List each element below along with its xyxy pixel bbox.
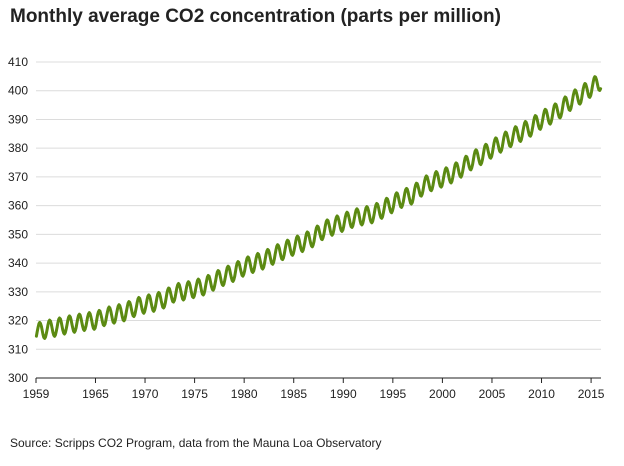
y-tick-label-350: 350: [8, 227, 28, 241]
source-note: Source: Scripps CO2 Program, data from t…: [10, 436, 382, 450]
y-tick-label-340: 340: [8, 256, 28, 270]
x-tick-label-1995: 1995: [379, 387, 406, 401]
y-tick-label-410: 410: [8, 55, 28, 69]
y-tick-label-390: 390: [8, 112, 28, 126]
y-tick-label-320: 320: [8, 314, 28, 328]
x-tick-label-1975: 1975: [181, 387, 208, 401]
x-tick-label-2010: 2010: [528, 387, 555, 401]
x-tick-label-2015: 2015: [578, 387, 605, 401]
y-tick-label-310: 310: [8, 342, 28, 356]
series-layer: [34, 75, 603, 340]
chart-title: Monthly average CO2 concentration (parts…: [10, 6, 501, 27]
y-tick-label-360: 360: [8, 199, 28, 213]
x-tick-label-1959: 1959: [23, 387, 50, 401]
y-tick-label-370: 370: [8, 170, 28, 184]
y-tick-labels: 300 310 320 330 340 350 360 370 380 390 400 410: [8, 55, 28, 385]
x-tick-label-1990: 1990: [330, 387, 357, 401]
y-tick-label-380: 380: [8, 141, 28, 155]
x-tick-label-2000: 2000: [429, 387, 456, 401]
x-tick-label-1980: 1980: [231, 387, 258, 401]
y-tick-label-330: 330: [8, 285, 28, 299]
y-tick-label-400: 400: [8, 84, 28, 98]
x-tick-label-1970: 1970: [132, 387, 159, 401]
x-axis: [35, 377, 601, 383]
co2-series-line: [34, 75, 603, 340]
x-tick-label-1985: 1985: [280, 387, 307, 401]
x-tick-labels: 1959 1965 1970 1975 1980 1985 1990 1995 2000 2005…: [23, 387, 605, 401]
gridlines: [36, 61, 601, 350]
x-tick-label-2005: 2005: [479, 387, 506, 401]
x-tick-label-1965: 1965: [82, 387, 109, 401]
y-tick-label-300: 300: [8, 371, 28, 385]
